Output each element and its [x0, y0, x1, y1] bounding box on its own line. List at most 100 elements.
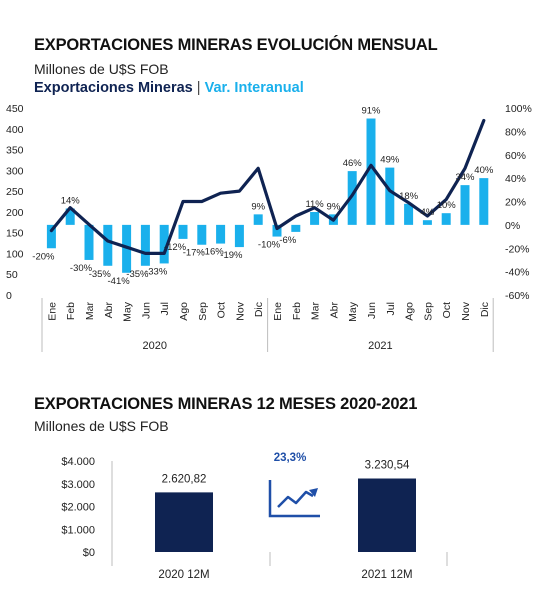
- y-right-tick-label: 20%: [505, 197, 526, 209]
- y-left-tick-label: 50: [6, 269, 18, 281]
- bar-data-label: 10%: [437, 200, 457, 211]
- bar-data-label: 49%: [380, 155, 400, 166]
- y-left-tick-label: 100: [6, 248, 24, 260]
- y-right-tick-label: 60%: [505, 150, 526, 162]
- y-right-tick-label: 80%: [505, 126, 526, 138]
- bar-var-interanual: [234, 224, 244, 248]
- x-tick-label: Dic: [253, 302, 265, 317]
- bar-data-label: 14%: [61, 196, 81, 207]
- bar-var-interanual: [253, 214, 263, 225]
- chart2-growth-label: 23,3%: [274, 452, 307, 464]
- x-tick-label: Jul: [159, 302, 171, 315]
- bar-data-label: 91%: [361, 106, 381, 117]
- y-right-tick-label: -40%: [505, 267, 530, 279]
- chart1-subtitle: Millones de U$S FOB: [34, 61, 169, 77]
- y-right-tick-label: -60%: [505, 290, 530, 302]
- bar-var-interanual: [197, 224, 207, 245]
- chart2-title: EXPORTACIONES MINERAS 12 MESES 2020-2021: [34, 395, 418, 413]
- bar-var-interanual: [441, 213, 451, 225]
- bar-data-label: -30%: [70, 263, 93, 274]
- bar-data-label: 34%: [455, 172, 475, 183]
- bar-var-interanual: [347, 171, 357, 225]
- x-tick-label: Mar: [84, 302, 96, 321]
- bar-var-interanual: [46, 224, 56, 249]
- chart2-y-tick-label: $2.000: [61, 502, 95, 514]
- x-tick-label: Jun: [366, 302, 378, 319]
- bar-var-interanual: [385, 167, 395, 225]
- x-tick-label: Abr: [328, 302, 340, 319]
- arrow-head-icon: [309, 488, 318, 497]
- x-tick-label: Oct: [441, 302, 453, 318]
- bar-var-interanual: [479, 178, 489, 225]
- bar-data-label: -12%: [164, 242, 187, 253]
- y-left-tick-label: 450: [6, 103, 24, 115]
- bar-var-interanual: [216, 224, 226, 244]
- chart2-y-tick-label: $1.000: [61, 524, 95, 536]
- bar-var-interanual: [103, 224, 113, 266]
- chart2-bar-label: 3.230,54: [365, 460, 410, 472]
- y-left-tick-label: 250: [6, 186, 24, 198]
- y-right-tick-label: -20%: [505, 243, 530, 255]
- bar-data-label: -6%: [279, 235, 296, 246]
- legend-separator: |: [196, 80, 201, 96]
- x-tick-label: Oct: [216, 302, 228, 318]
- x-tick-label: Ene: [272, 302, 284, 321]
- bar-data-label: -20%: [32, 251, 55, 262]
- bar-var-interanual: [366, 118, 376, 225]
- line-exportaciones: [49, 118, 486, 255]
- bar-data-label: -17%: [183, 248, 206, 259]
- chart2-bar: [155, 492, 213, 552]
- chart2-x-tick-label: 2020 12M: [158, 569, 209, 581]
- x-tick-label: Sep: [422, 302, 434, 321]
- bar-var-interanual: [140, 224, 150, 266]
- bar-var-interanual: [422, 220, 432, 225]
- x-tick-label: May: [347, 301, 359, 322]
- y-left-tick-label: 300: [6, 165, 24, 177]
- bar-data-label: -16%: [202, 247, 225, 258]
- bar-data-label: -10%: [258, 240, 281, 251]
- bar-var-interanual: [291, 224, 301, 232]
- legend-exportaciones: Exportaciones Mineras: [34, 80, 193, 96]
- chart2-bar: [358, 478, 416, 552]
- chart2-y-tick-label: $0: [83, 547, 95, 559]
- y-left-tick-label: 350: [6, 145, 24, 157]
- chart2-x-tick-label: 2021 12M: [361, 569, 412, 581]
- trend-up-arrow-icon: [277, 490, 314, 508]
- chart2-subtitle: Millones de U$S FOB: [34, 418, 169, 434]
- x-tick-label: Ago: [404, 302, 416, 321]
- x-tick-label: Nov: [460, 301, 472, 320]
- bar-data-label: 40%: [474, 165, 494, 176]
- x-tick-label: Ago: [178, 302, 190, 321]
- chart2-bar-label: 2.620,82: [162, 473, 207, 485]
- y-left-tick-label: 400: [6, 124, 24, 136]
- chart2-y-tick-label: $3.000: [61, 479, 95, 491]
- bar-data-label: 4%: [421, 207, 435, 218]
- bar-data-label: -35%: [89, 269, 112, 280]
- y-right-tick-label: 40%: [505, 173, 526, 185]
- x-tick-label: Dic: [479, 302, 491, 317]
- x-tick-label: May: [122, 301, 134, 322]
- bar-data-label: 18%: [399, 191, 419, 202]
- x-tick-label: Nov: [234, 301, 246, 320]
- chart2-y-tick-label: $4.000: [61, 456, 95, 468]
- bar-data-label: -33%: [145, 266, 168, 277]
- bar-data-label: 11%: [305, 199, 324, 210]
- x-tick-label: Jun: [140, 302, 152, 319]
- x-tick-label: Abr: [103, 302, 115, 319]
- y-left-tick-label: 200: [6, 207, 24, 219]
- group-label: 2020: [143, 340, 167, 352]
- bar-var-interanual: [84, 224, 94, 260]
- bar-data-label: -19%: [220, 250, 243, 261]
- bar-data-label: -35%: [126, 269, 149, 280]
- x-tick-label: Jul: [385, 302, 397, 315]
- trend-chart-icon: [268, 480, 320, 518]
- bar-data-label: 46%: [343, 158, 363, 169]
- x-tick-label: Feb: [291, 302, 303, 320]
- bar-data-label: 9%: [327, 201, 341, 212]
- y-right-tick-label: 0%: [505, 220, 520, 232]
- chart1-legend: Exportaciones Mineras | Var. Interanual: [34, 80, 304, 96]
- bar-var-interanual: [65, 208, 75, 225]
- x-tick-label: Ene: [46, 302, 58, 321]
- group-label: 2021: [368, 340, 392, 352]
